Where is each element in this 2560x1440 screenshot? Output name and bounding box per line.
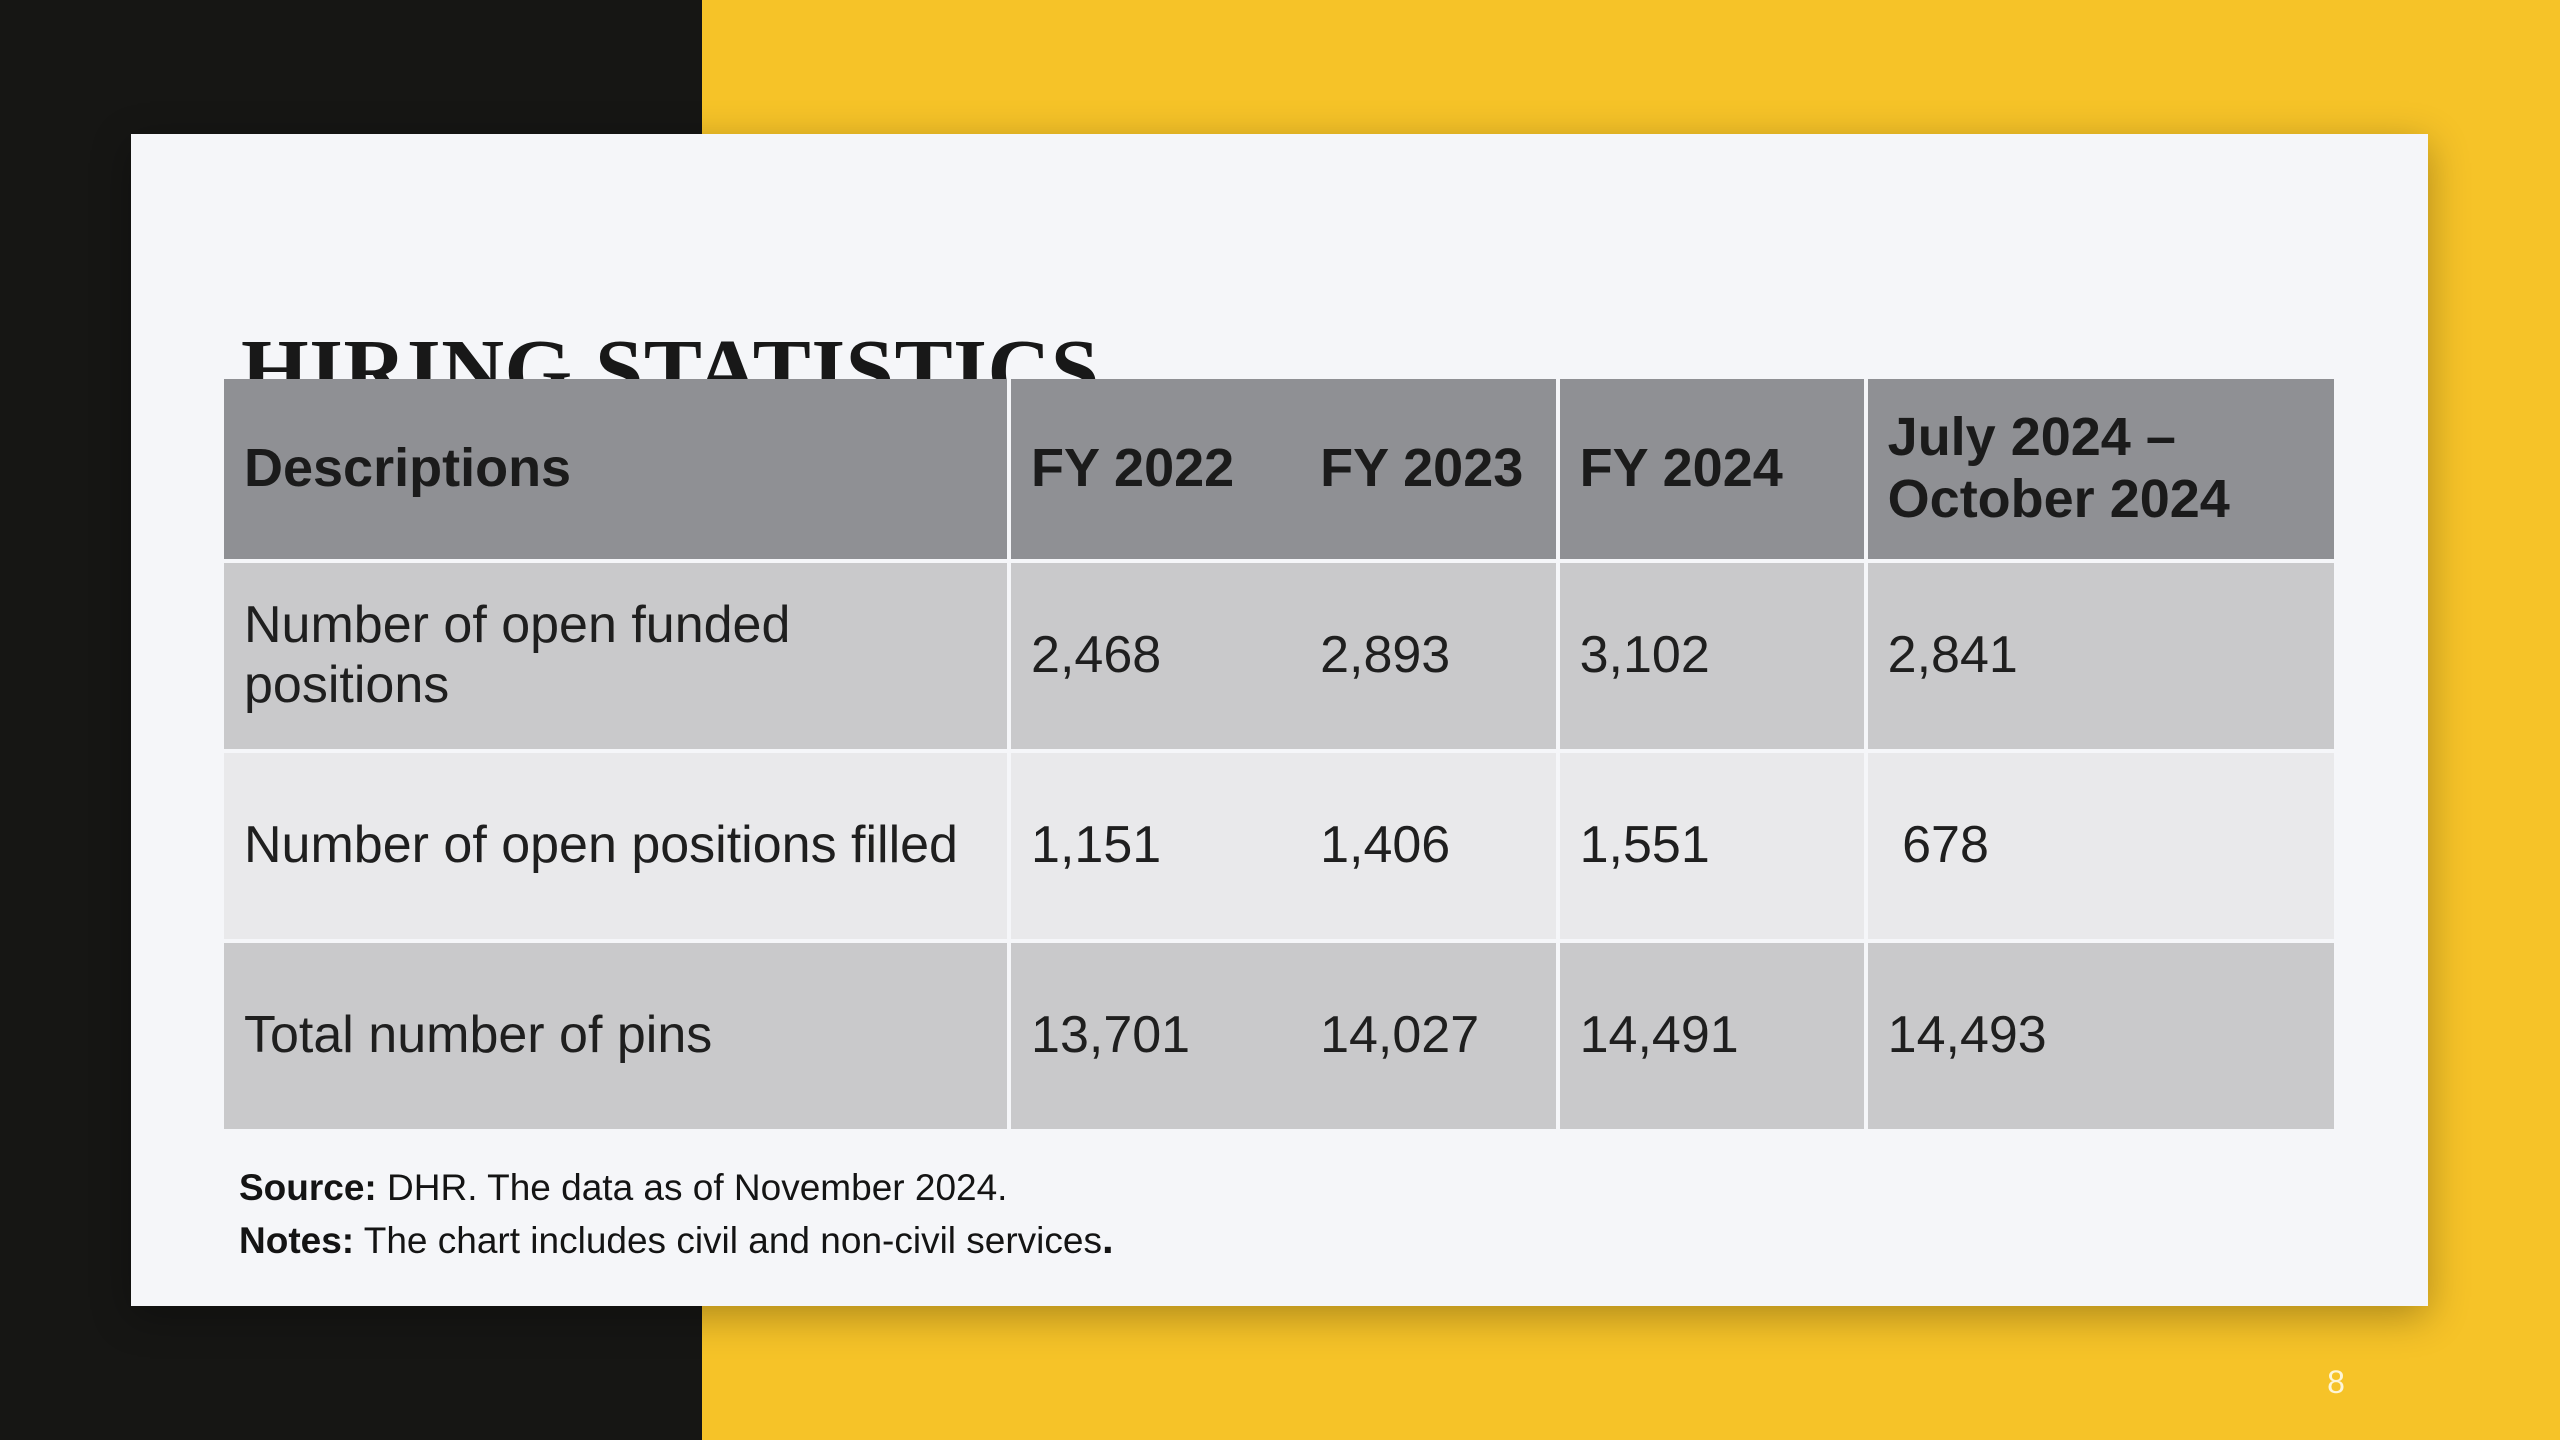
- cell-value: 678: [1867, 753, 2334, 943]
- hiring-statistics-table: Descriptions FY 2022 FY 2023 FY 2024 Jul…: [224, 379, 2334, 1133]
- page-number: 8: [2327, 1364, 2345, 1400]
- cell-value: 2,893: [1300, 563, 1560, 753]
- table-row-total-number-of-pins: Total number of pins 13,701 14,027 14,49…: [224, 943, 2334, 1133]
- column-header-fy2024: FY 2024: [1559, 379, 1868, 563]
- slide-card: HIRING STATISTICS Descriptions FY 2022 F…: [131, 134, 2428, 1306]
- cell-value: 14,493: [1867, 943, 2334, 1133]
- notes-period: .: [1101, 1215, 1114, 1262]
- table-header-row: Descriptions FY 2022 FY 2023 FY 2024 Jul…: [224, 379, 2334, 563]
- cell-value: 1,406: [1300, 753, 1560, 943]
- cell-value: 14,491: [1559, 943, 1868, 1133]
- column-header-descriptions: Descriptions: [224, 379, 1012, 563]
- column-header-fy2022: FY 2022: [1011, 379, 1301, 563]
- cell-value: 1,551: [1559, 753, 1868, 943]
- row-label: Number of open positions filled: [224, 753, 1012, 943]
- notes-text: The chart includes civil and non-civil s…: [354, 1220, 1102, 1261]
- notes-label: Notes:: [239, 1220, 355, 1261]
- row-label: Number of open funded positions: [224, 563, 1012, 753]
- table-row-open-positions-filled: Number of open positions filled 1,151 1,…: [224, 753, 2334, 943]
- column-header-july-october-2024: July 2024 – October 2024: [1867, 379, 2334, 563]
- cell-value: 1,151: [1011, 753, 1301, 943]
- table-row-open-funded-positions: Number of open funded positions 2,468 2,…: [224, 563, 2334, 753]
- cell-value: 2,468: [1011, 563, 1301, 753]
- source-label: Source:: [239, 1167, 377, 1208]
- source-note: Source: DHR. The data as of November 202…: [239, 1166, 1007, 1210]
- cell-value: 13,701: [1011, 943, 1301, 1133]
- cell-value: 2,841: [1867, 563, 2334, 753]
- row-label: Total number of pins: [224, 943, 1012, 1133]
- column-header-fy2023: FY 2023: [1300, 379, 1560, 563]
- notes-note: Notes: The chart includes civil and non-…: [239, 1214, 1114, 1264]
- cell-value: 14,027: [1300, 943, 1560, 1133]
- source-text: DHR. The data as of November 2024.: [376, 1167, 1008, 1208]
- cell-value: 3,102: [1559, 563, 1868, 753]
